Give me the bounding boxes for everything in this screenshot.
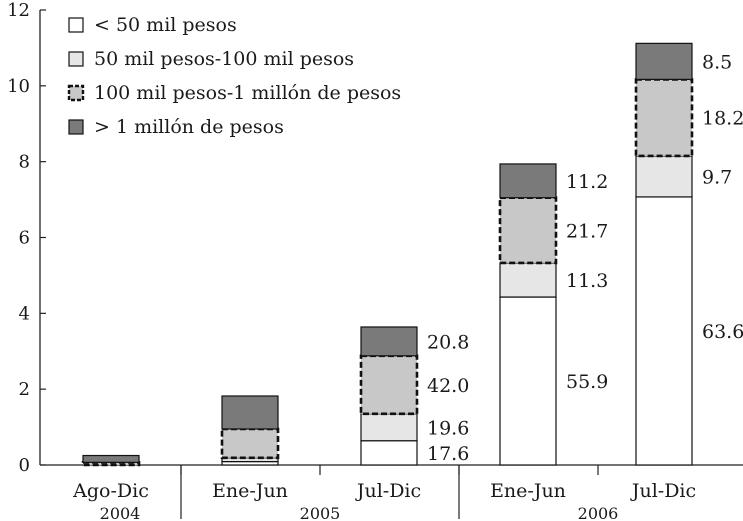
bar-segment bbox=[220, 427, 280, 460]
x-category-label: Ago-Dic bbox=[72, 480, 149, 502]
axes: 0 2 4 6 8 10 12 Ago-Dic Ene-Jun Jul-Dic Ene-Jun Jul… bbox=[7, 0, 743, 521]
bar-segment bbox=[499, 296, 557, 466]
bar-segment bbox=[499, 262, 557, 298]
y-tick-label: 2 bbox=[19, 379, 30, 400]
data-label: 55.9 bbox=[566, 371, 608, 393]
legend-swatch bbox=[68, 51, 84, 67]
year-label: 2005 bbox=[300, 504, 341, 521]
x-category-label: Jul-Dic bbox=[355, 480, 421, 502]
legend-label: < 50 mil pesos bbox=[94, 14, 237, 36]
data-label: 17.6 bbox=[427, 443, 469, 465]
year-label: 2006 bbox=[578, 504, 619, 521]
data-label: 11.3 bbox=[566, 270, 608, 292]
bar-segment bbox=[360, 440, 418, 466]
data-label: 9.7 bbox=[702, 166, 732, 188]
bar-segment bbox=[360, 413, 418, 442]
data-label: 8.5 bbox=[702, 51, 732, 73]
bar-segment bbox=[498, 196, 558, 265]
bar-segment bbox=[634, 78, 694, 158]
y-tick-label: 4 bbox=[19, 303, 30, 324]
data-label: 21.7 bbox=[566, 220, 608, 242]
data-label: 18.2 bbox=[702, 108, 743, 130]
data-label: 20.8 bbox=[427, 331, 469, 353]
data-label: 19.6 bbox=[427, 417, 469, 439]
x-category-label: Ene-Jun bbox=[212, 480, 288, 502]
legend-label: > 1 millón de pesos bbox=[94, 116, 284, 138]
bar-segment bbox=[635, 155, 693, 198]
legend-label: 100 mil pesos-1 millón de pesos bbox=[94, 82, 401, 104]
x-category-label: Ene-Jun bbox=[490, 480, 566, 502]
legend-label: 50 mil pesos-100 mil pesos bbox=[94, 48, 354, 70]
x-category-label: Jul-Dic bbox=[630, 480, 696, 502]
legend: < 50 mil pesos 50 mil pesos-100 mil pesos… bbox=[67, 14, 401, 138]
bar-segment bbox=[82, 454, 140, 463]
y-tick-label: 12 bbox=[7, 0, 30, 21]
bars: 17.6 19.6 42.0 20.8 55.9 11.3 21.7 11.2 63.6 9.7 1… bbox=[81, 42, 743, 467]
data-label: 42.0 bbox=[427, 375, 469, 397]
legend-swatch bbox=[67, 84, 85, 102]
y-tick-label: 0 bbox=[19, 455, 30, 476]
bar-segment bbox=[359, 354, 419, 416]
legend-swatch bbox=[68, 17, 84, 33]
y-tick-label: 10 bbox=[7, 76, 30, 97]
bar-segment bbox=[221, 395, 279, 430]
data-label: 63.6 bbox=[702, 321, 743, 343]
bar-segment bbox=[635, 196, 693, 466]
y-tick-label: 6 bbox=[19, 228, 30, 249]
bar-segment bbox=[499, 163, 557, 199]
bar-segment bbox=[635, 42, 693, 80]
legend-swatch bbox=[68, 119, 84, 135]
y-tick-label: 8 bbox=[19, 152, 30, 173]
year-label: 2004 bbox=[100, 504, 141, 521]
data-label: 11.2 bbox=[566, 171, 608, 193]
bar-segment bbox=[360, 326, 418, 357]
